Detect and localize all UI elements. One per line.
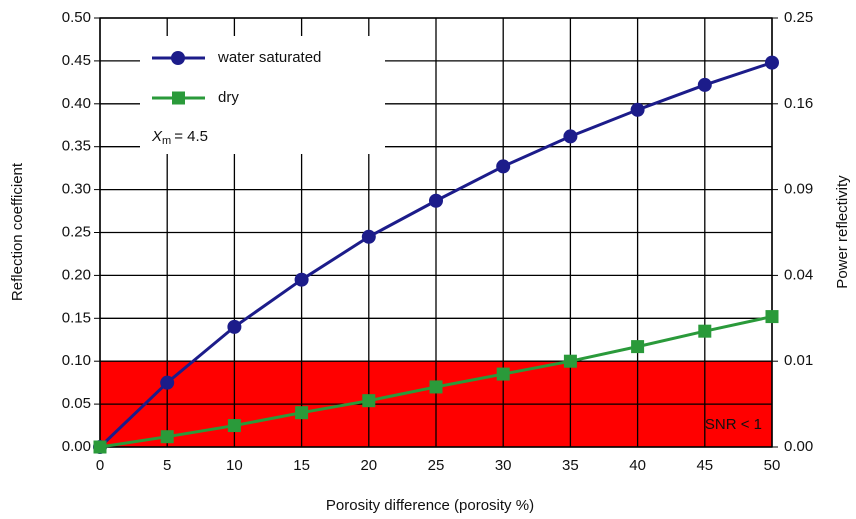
legend-marker [172, 91, 185, 105]
y-tick-label: 0.10 [62, 352, 91, 369]
y-tick-label: 0.30 [62, 181, 91, 198]
y2-tick-label: 0.25 [784, 9, 813, 26]
region-label: SNR < 1 [705, 416, 762, 433]
legend-label: dry [218, 89, 239, 106]
marker [227, 319, 242, 334]
marker [563, 354, 577, 368]
marker [227, 419, 241, 433]
y-tick-label: 0.35 [62, 138, 91, 155]
y-tick-label: 0.40 [62, 95, 91, 112]
marker [765, 310, 779, 324]
x-tick-label: 15 [293, 457, 310, 474]
marker [160, 430, 174, 444]
y-tick-label: 0.05 [62, 395, 91, 412]
y-tick-label: 0.50 [62, 9, 91, 26]
y-tick-label: 0.20 [62, 266, 91, 283]
marker [697, 77, 712, 92]
marker [630, 102, 645, 117]
legend-label: water saturated [217, 49, 321, 66]
x-tick-label: 40 [629, 457, 646, 474]
marker [361, 229, 376, 244]
x-tick-label: 30 [495, 457, 512, 474]
x-axis-label: Porosity difference (porosity %) [326, 497, 534, 514]
y-tick-label: 0.45 [62, 52, 91, 69]
marker [362, 394, 376, 408]
annotation-part: = 4.5 [174, 128, 208, 145]
marker [698, 324, 712, 338]
y2-axis-label: Power reflectivity [834, 175, 851, 289]
x-tick-label: 5 [163, 457, 171, 474]
x-tick-label: 45 [696, 457, 713, 474]
annotation: Xm = 4.5 [151, 128, 208, 147]
annotation-part: X [151, 128, 163, 145]
y2-tick-label: 0.16 [784, 95, 813, 112]
y-tick-label: 0.00 [62, 438, 91, 455]
x-tick-label: 20 [360, 457, 377, 474]
marker [294, 272, 309, 287]
marker [429, 193, 443, 208]
marker [93, 440, 107, 454]
marker [631, 340, 645, 354]
y-axis-label: Reflection coefficient [9, 162, 26, 301]
marker [496, 367, 510, 381]
y2-tick-label: 0.04 [784, 266, 813, 283]
marker [160, 375, 175, 390]
x-tick-label: 50 [764, 457, 781, 474]
x-tick-label: 0 [96, 457, 104, 474]
marker [563, 129, 578, 144]
marker [429, 380, 443, 394]
y2-tick-label: 0.09 [784, 181, 813, 198]
x-tick-label: 25 [428, 457, 445, 474]
marker [295, 406, 309, 420]
marker [765, 55, 779, 70]
x-tick-label: 35 [562, 457, 579, 474]
y2-tick-label: 0.01 [784, 352, 813, 369]
y-tick-label: 0.25 [62, 223, 91, 240]
legend-marker [171, 51, 185, 65]
y-tick-label: 0.15 [62, 309, 91, 326]
x-tick-label: 10 [226, 457, 243, 474]
plot-frame [99, 17, 773, 448]
marker [496, 159, 511, 174]
y2-tick-label: 0.00 [784, 438, 813, 455]
annotation-part: m [162, 135, 171, 147]
